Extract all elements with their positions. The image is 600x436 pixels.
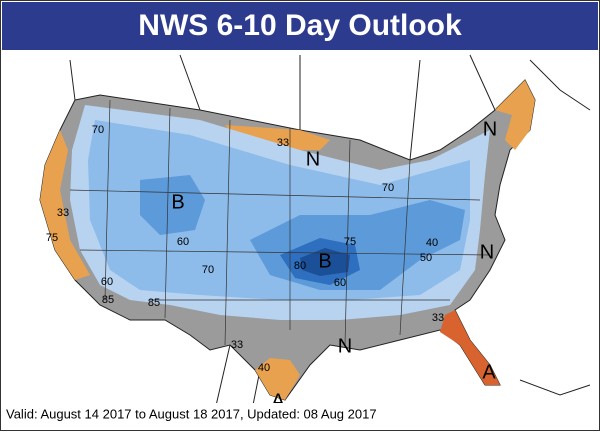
probability-label: 33	[432, 312, 444, 324]
category-letter: B	[318, 250, 331, 272]
borders	[69, 54, 591, 421]
category-letter: N	[480, 241, 494, 263]
state-lines	[69, 99, 491, 346]
title: NWS 6-10 Day Outlook	[138, 9, 462, 42]
probability-label: 33	[277, 137, 289, 149]
category-letter: B	[171, 191, 184, 213]
probability-label: 75	[344, 236, 356, 248]
probability-label: 33	[57, 207, 69, 219]
category-letter: N	[483, 118, 497, 140]
probability-label: 85	[148, 297, 160, 309]
category-letter: N	[338, 335, 352, 357]
probability-label: 40	[258, 362, 270, 374]
probability-label: 60	[334, 277, 346, 289]
probability-label: 75	[46, 232, 58, 244]
probability-label: 85	[102, 294, 114, 306]
probability-label: 40	[426, 237, 438, 249]
category-letter: A	[482, 361, 496, 383]
footer-text: Valid: August 14 2017 to August 18 2017,…	[6, 406, 377, 421]
footer-bg	[2, 403, 422, 427]
title-bar	[2, 2, 598, 50]
category-letter: N	[306, 148, 320, 170]
probability-label: 33	[231, 339, 243, 351]
below-normal-areas	[70, 105, 490, 320]
probability-label: 70	[202, 264, 214, 276]
probability-label: 70	[92, 124, 104, 136]
probability-label: 70	[382, 182, 394, 194]
probability-label: 80	[294, 260, 306, 272]
probability-label: 60	[101, 276, 113, 288]
probability-label: 60	[177, 236, 189, 248]
probability-label: 50	[420, 252, 432, 264]
